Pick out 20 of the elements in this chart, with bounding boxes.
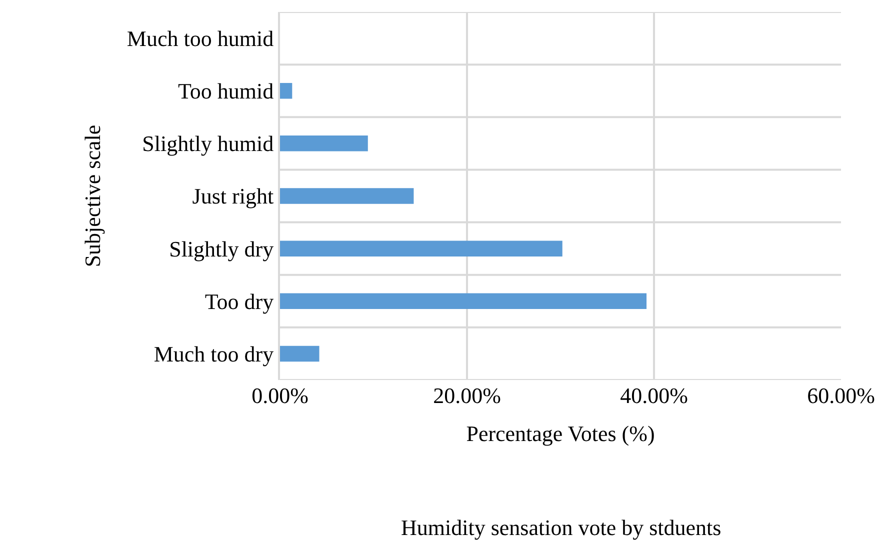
y-tick-label: Much too dry — [154, 341, 274, 366]
y-tick-label: Too dry — [204, 288, 274, 314]
x-axis-title: Percentage Votes (%) — [466, 420, 655, 446]
bar — [280, 346, 320, 362]
y-tick-label: Just right — [192, 184, 274, 209]
y-tick-label: Slightly humid — [142, 131, 274, 156]
bar — [280, 188, 414, 204]
bar — [280, 240, 562, 256]
bar — [280, 82, 292, 99]
y-tick-label: Too humid — [178, 78, 274, 104]
x-tick-label: 40.00% — [620, 383, 688, 408]
x-tick-label: 20.00% — [433, 383, 501, 408]
y-tick-label: Much too humid — [126, 26, 274, 51]
bar — [280, 293, 647, 310]
x-tick-label: 60.00% — [807, 383, 875, 408]
y-tick-label: Slightly dry — [169, 236, 274, 262]
bar — [280, 136, 368, 152]
text: Humidity sensation vote by stduents — [401, 515, 722, 540]
y-axis-title: Subjective scale — [80, 124, 106, 268]
x-tick-label: 0.00% — [252, 383, 308, 408]
